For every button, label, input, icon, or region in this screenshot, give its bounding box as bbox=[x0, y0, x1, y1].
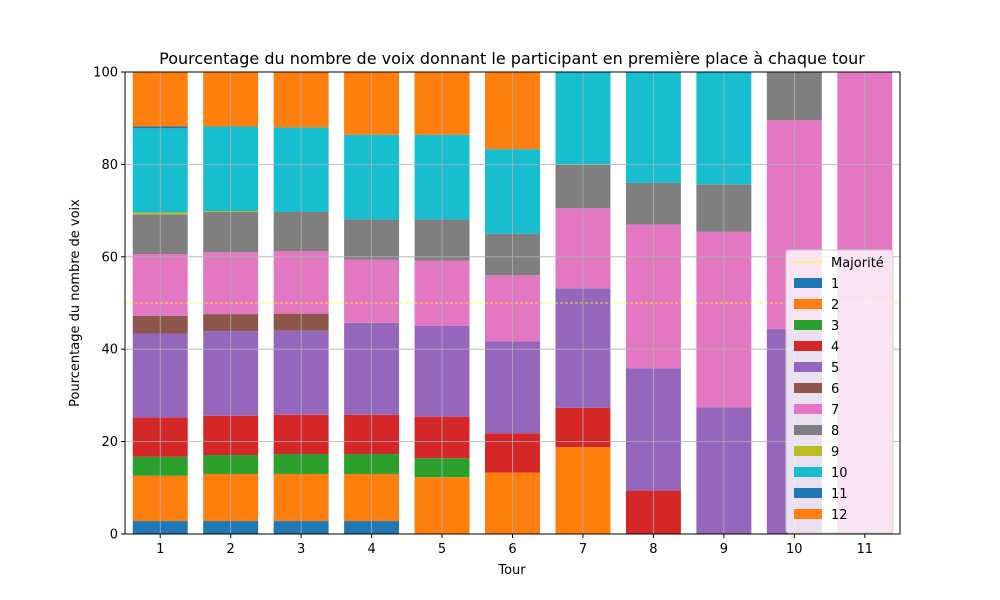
legend-swatch-10 bbox=[794, 467, 822, 477]
legend-swatch-5 bbox=[794, 362, 822, 372]
legend-swatch-12 bbox=[794, 509, 822, 519]
legend-label-7: 7 bbox=[831, 403, 839, 418]
x-tick-label-9: 9 bbox=[720, 542, 728, 557]
legend-swatch-1 bbox=[794, 278, 822, 288]
x-tick-label-3: 3 bbox=[297, 542, 305, 557]
legend-swatch-6 bbox=[794, 383, 822, 393]
x-tick-label-8: 8 bbox=[649, 542, 657, 557]
x-tick-label-10: 10 bbox=[786, 542, 803, 557]
x-tick-label-5: 5 bbox=[438, 542, 446, 557]
legend-label-4: 4 bbox=[831, 340, 839, 355]
legend-label-majorite: Majorité bbox=[831, 256, 884, 271]
legend-label-11: 11 bbox=[831, 487, 848, 502]
x-axis-label: Tour bbox=[497, 563, 526, 578]
legend-label-9: 9 bbox=[831, 445, 839, 460]
y-tick-label-20: 20 bbox=[101, 435, 118, 450]
legend-swatch-2 bbox=[794, 299, 822, 309]
y-axis-label: Pourcentage du nombre de voix bbox=[68, 199, 83, 407]
legend-label-12: 12 bbox=[831, 508, 848, 523]
legend-swatch-7 bbox=[794, 404, 822, 414]
legend-label-2: 2 bbox=[831, 298, 839, 313]
legend-swatch-4 bbox=[794, 341, 822, 351]
y-tick-label-0: 0 bbox=[110, 528, 118, 543]
legend-label-5: 5 bbox=[831, 361, 839, 376]
legend-label-6: 6 bbox=[831, 382, 839, 397]
x-tick-label-4: 4 bbox=[367, 542, 375, 557]
legend-swatch-8 bbox=[794, 425, 822, 435]
legend-label-1: 1 bbox=[831, 277, 839, 292]
legend-swatch-11 bbox=[794, 488, 822, 498]
legend-label-3: 3 bbox=[831, 319, 839, 334]
y-tick-label-100: 100 bbox=[93, 66, 118, 81]
x-tick-label-7: 7 bbox=[579, 542, 587, 557]
x-tick-label-2: 2 bbox=[227, 542, 235, 557]
legend-swatch-9 bbox=[794, 446, 822, 456]
y-tick-label-80: 80 bbox=[101, 158, 118, 173]
y-tick-label-40: 40 bbox=[101, 343, 118, 358]
legend-label-8: 8 bbox=[831, 424, 839, 439]
y-tick-label-60: 60 bbox=[101, 250, 118, 265]
chart-title: Pourcentage du nombre de voix donnant le… bbox=[159, 49, 865, 68]
legend-swatch-3 bbox=[794, 320, 822, 330]
x-tick-label-6: 6 bbox=[508, 542, 516, 557]
x-tick-label-11: 11 bbox=[856, 542, 873, 557]
x-tick-label-1: 1 bbox=[156, 542, 164, 557]
legend-label-10: 10 bbox=[831, 466, 848, 481]
